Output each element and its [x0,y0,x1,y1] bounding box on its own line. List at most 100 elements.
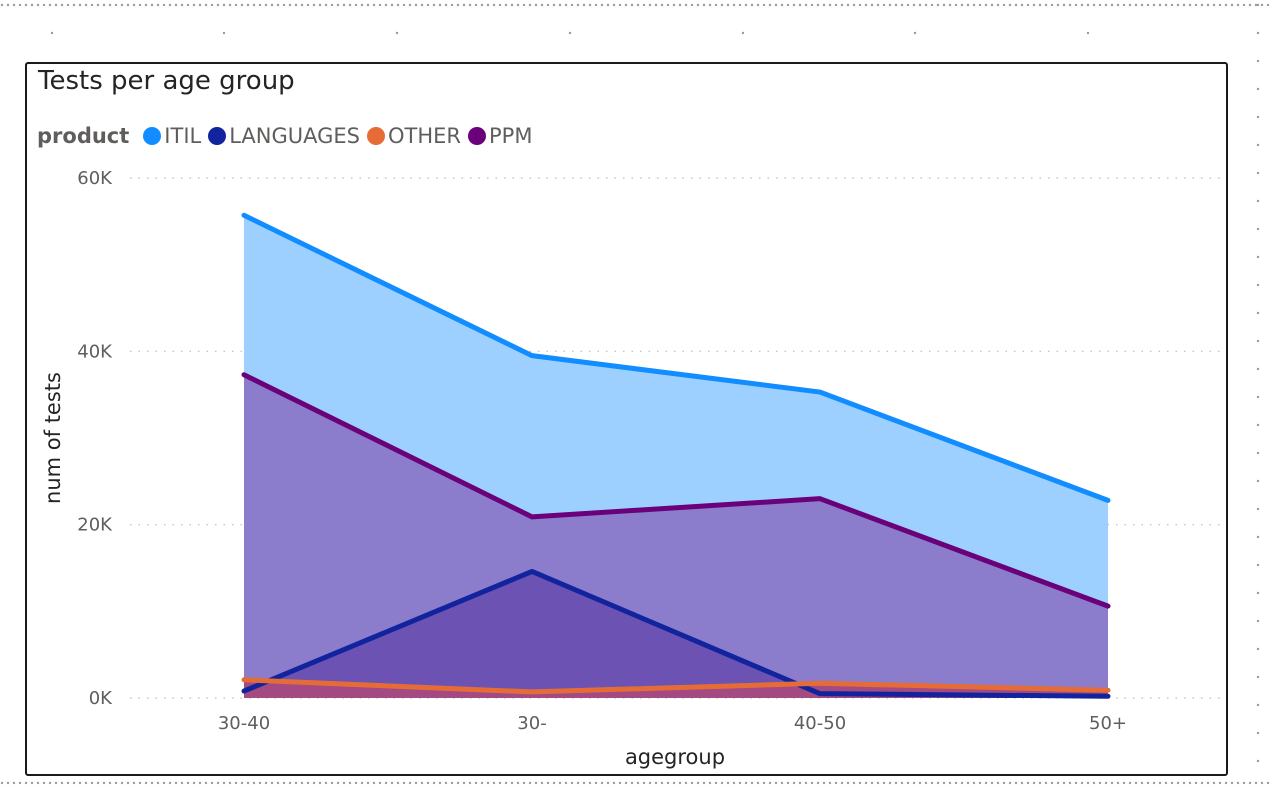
canvas-dot [1134,781,1138,785]
canvas-dot [450,781,454,785]
canvas-dot [324,781,328,785]
canvas-dot [228,3,232,7]
canvas-dot [726,781,730,785]
canvas-dot [354,3,358,7]
line-other[interactable] [241,677,1111,695]
canvas-dot [36,3,40,7]
canvas-dot [474,3,478,7]
canvas-dot [702,3,706,7]
canvas-dot [1176,781,1180,785]
canvas-dot [1056,781,1060,785]
line-languages[interactable] [241,568,1111,699]
canvas-dot [741,31,745,35]
canvas-dot [72,781,76,785]
canvas-dot [342,3,346,7]
canvas-dot [738,781,742,785]
canvas-dot [126,781,130,785]
canvas-dot [1146,3,1150,7]
line-ppm[interactable] [241,372,1111,609]
canvas-dot [1062,781,1066,785]
canvas-dot [600,781,604,785]
canvas-dot [1074,781,1078,785]
canvas-dot [576,3,580,7]
canvas-dot [522,781,526,785]
canvas-dot [318,3,322,7]
canvas-dot [654,3,658,7]
canvas-dot [1068,3,1072,7]
canvas-dot [1182,781,1186,785]
canvas-dot [930,781,934,785]
x-tick-label: 30-40 [218,713,270,734]
canvas-dot [1224,781,1228,785]
canvas-dot [582,3,586,7]
canvas-dot [1242,781,1246,785]
canvas-dot [858,781,862,785]
canvas-dot [786,3,790,7]
canvas-dot [888,3,892,7]
legend-swatch [143,127,162,145]
canvas-dot [42,781,46,785]
canvas-dot [822,3,826,7]
canvas-dot [630,3,634,7]
canvas-dot [144,781,148,785]
canvas-dot [168,3,172,7]
canvas-dot [1256,339,1260,343]
canvas-dot [504,3,508,7]
canvas-dot [84,781,88,785]
canvas-dot [1256,647,1260,651]
canvas-dot [1256,283,1260,287]
canvas-dot [960,781,964,785]
canvas-dot [1026,781,1030,785]
canvas-dot [168,781,172,785]
canvas-dot [384,3,388,7]
canvas-dot [816,3,820,7]
chart-visual-card[interactable] [25,62,1228,776]
canvas-dot [210,781,214,785]
y-tick-label: 0K [89,688,113,709]
canvas-dot [876,3,880,7]
legend-item-languages[interactable]: LANGUAGES [208,124,360,148]
canvas-dot [660,781,664,785]
canvas-dot [252,3,256,7]
canvas-dot [1236,3,1240,7]
canvas-dot [912,3,916,7]
canvas-dot [1050,781,1054,785]
canvas-dot [1256,423,1260,427]
canvas-dot [756,781,760,785]
canvas-dot [384,781,388,785]
canvas-dot [318,781,322,785]
canvas-dot [606,3,610,7]
canvas-dot [690,3,694,7]
canvas-dot [1200,3,1204,7]
canvas-dot [1212,781,1216,785]
canvas-dot [12,3,16,7]
legend-item-other[interactable]: OTHER [367,124,461,148]
legend-item-ppm[interactable]: PPM [468,124,532,148]
canvas-dot [948,3,952,7]
canvas-dot [1014,781,1018,785]
canvas-dot [114,781,118,785]
canvas-dot [306,781,310,785]
canvas-dot [264,781,268,785]
canvas-dot [918,3,922,7]
canvas-dot [1038,3,1042,7]
canvas-dot [6,3,10,7]
canvas-dot [762,3,766,7]
canvas-dot [180,3,184,7]
canvas-dot [24,3,28,7]
canvas-dot [1086,3,1090,7]
canvas-dot [996,3,1000,7]
x-tick-label: 40-50 [794,713,846,734]
legend: product ITIL LANGUAGES OTHER PPM [37,122,539,150]
canvas-dot [1256,311,1260,315]
line-itil[interactable] [241,212,1111,503]
legend-item-itil[interactable]: ITIL [143,124,201,148]
canvas-dot [720,781,724,785]
canvas-dot [1182,3,1186,7]
canvas-dot [366,781,370,785]
canvas-dot [1248,781,1252,785]
canvas-dot [564,781,568,785]
canvas-dot [1158,781,1162,785]
canvas-dot [636,3,640,7]
